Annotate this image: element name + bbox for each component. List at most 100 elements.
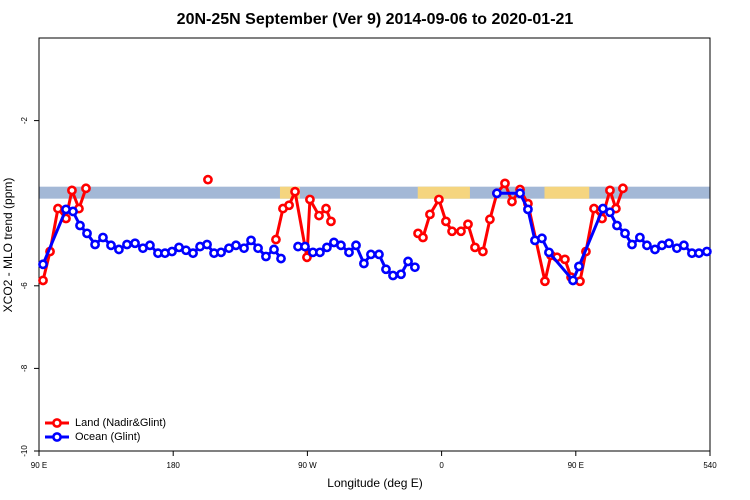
- data-point: [359, 258, 369, 269]
- data-point: [635, 232, 645, 243]
- land-band: [279, 186, 300, 199]
- data-point: [418, 232, 428, 243]
- x-tick-label: 540: [703, 461, 717, 470]
- data-point: [38, 259, 48, 270]
- data-point: [447, 226, 457, 237]
- data-point: [560, 254, 570, 265]
- data-point: [381, 264, 391, 275]
- data-point: [605, 185, 615, 196]
- data-point: [396, 269, 406, 280]
- data-point: [321, 203, 331, 214]
- land-band: [544, 186, 590, 199]
- data-point: [523, 204, 533, 215]
- data-point: [366, 249, 376, 260]
- data-point: [650, 244, 660, 255]
- data-point: [75, 220, 85, 231]
- data-point: [114, 244, 124, 255]
- x-tick-label: 180: [167, 461, 181, 470]
- data-point: [492, 188, 502, 199]
- data-point: [679, 240, 689, 251]
- data-point: [612, 220, 622, 231]
- data-point: [300, 241, 310, 252]
- data-point: [269, 244, 279, 255]
- data-point: [620, 228, 630, 239]
- data-point: [470, 242, 480, 253]
- data-point: [276, 253, 286, 264]
- data-point: [664, 238, 674, 249]
- data-point: [456, 226, 466, 237]
- y-tick-label: -10: [20, 445, 29, 457]
- data-point: [81, 183, 91, 194]
- legend-label: Ocean (Glint): [75, 431, 140, 443]
- x-tick-label: 90 W: [298, 461, 317, 470]
- data-point: [403, 256, 413, 267]
- data-point: [605, 207, 615, 218]
- data-point: [290, 186, 300, 197]
- data-point: [53, 203, 63, 214]
- y-tick-label: -2: [20, 116, 29, 124]
- data-point: [90, 239, 100, 250]
- y-tick-label: -8: [20, 364, 29, 372]
- data-point: [410, 262, 420, 273]
- data-point: [351, 240, 361, 251]
- y-tick-label: -6: [20, 282, 29, 290]
- x-tick-label: 90 E: [31, 461, 47, 470]
- data-point: [589, 203, 599, 214]
- x-tick-label: 0: [439, 461, 444, 470]
- plot-frame: [38, 37, 711, 452]
- data-point: [425, 209, 435, 220]
- data-point: [239, 243, 249, 254]
- chart-title: 20N-25N September (Ver 9) 2014-09-06 to …: [177, 11, 574, 28]
- data-point: [374, 249, 384, 260]
- data-point: [202, 239, 212, 250]
- series-line: [41, 185, 88, 281]
- data-point: [203, 174, 213, 185]
- data-point: [188, 248, 198, 259]
- data-point: [388, 270, 398, 281]
- data-point: [314, 210, 324, 221]
- ocean-band: [39, 186, 710, 199]
- data-point: [544, 247, 554, 258]
- x-axis-label: Longitude (deg E): [327, 476, 422, 490]
- data-point: [485, 214, 495, 225]
- data-point: [145, 240, 155, 251]
- data-point: [642, 240, 652, 251]
- data-point: [67, 185, 77, 196]
- data-point: [322, 242, 332, 253]
- data-point: [130, 238, 140, 249]
- data-point: [253, 243, 263, 254]
- data-point: [326, 216, 336, 227]
- data-point: [627, 239, 637, 250]
- data-point: [598, 203, 608, 214]
- data-point: [261, 251, 271, 262]
- data-point: [122, 239, 132, 250]
- data-point: [167, 246, 177, 257]
- data-point: [82, 228, 92, 239]
- data-point: [271, 234, 281, 245]
- data-point: [98, 232, 108, 243]
- data-point: [574, 261, 584, 272]
- data-point: [540, 276, 550, 287]
- data-point: [441, 216, 451, 227]
- data-point: [618, 183, 628, 194]
- data-point: [537, 233, 547, 244]
- data-point: [336, 240, 346, 251]
- data-point: [507, 196, 517, 207]
- legend-label: Land (Nadir&Glint): [75, 417, 166, 429]
- data-point: [701, 246, 712, 257]
- land-band: [417, 186, 470, 199]
- data-point: [38, 275, 48, 286]
- data-point: [694, 248, 704, 259]
- data-point: [478, 246, 488, 257]
- data-point: [246, 235, 256, 246]
- data-point: [515, 188, 525, 199]
- data-point: [231, 240, 241, 251]
- data-point: [302, 252, 312, 263]
- legend-marker: [52, 432, 62, 442]
- data-point: [568, 275, 578, 286]
- data-point: [500, 178, 510, 189]
- data-point: [106, 240, 116, 251]
- data-point: [463, 219, 473, 230]
- legend-marker: [52, 418, 62, 428]
